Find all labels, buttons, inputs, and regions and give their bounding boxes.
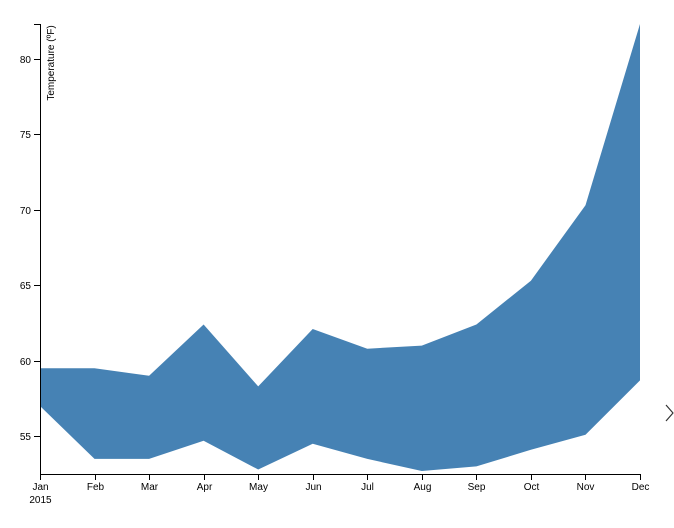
- y-tick-label: 80: [20, 55, 32, 66]
- y-tick-label: 75: [20, 130, 32, 141]
- temperature-range-area: [40, 24, 640, 471]
- x-tick-label: Feb: [87, 482, 105, 493]
- x-tick-label: Jun: [305, 482, 321, 493]
- x-tick-label: Jul: [361, 482, 374, 493]
- mouse-cursor-icon: [665, 404, 674, 422]
- x-tick-label: Sep: [468, 482, 486, 493]
- plot-area: [40, 24, 640, 471]
- x-tick-label: Nov: [577, 482, 595, 493]
- x-tick-label: Oct: [524, 482, 540, 493]
- x-year-label: 2015: [29, 495, 52, 506]
- x-tick-label: Aug: [414, 482, 432, 493]
- x-tick-label: Mar: [141, 482, 159, 493]
- y-tick-label: 60: [20, 357, 32, 368]
- x-tick-label: Apr: [197, 482, 213, 493]
- x-tick-label: Dec: [632, 482, 650, 493]
- y-tick-label: 55: [20, 432, 32, 443]
- x-tick-label: May: [249, 482, 268, 493]
- y-axis-title: Temperature (ºF): [46, 25, 57, 100]
- y-tick-label: 65: [20, 281, 32, 292]
- x-axis: Jan Feb Mar Apr May Jun Jul Aug Sep Oct Nov Dec 2015: [29, 474, 649, 506]
- y-tick-label: 70: [20, 206, 32, 217]
- x-tick-label: Jan: [32, 482, 48, 493]
- y-axis: 55 60 65 70 75 80: [20, 24, 41, 474]
